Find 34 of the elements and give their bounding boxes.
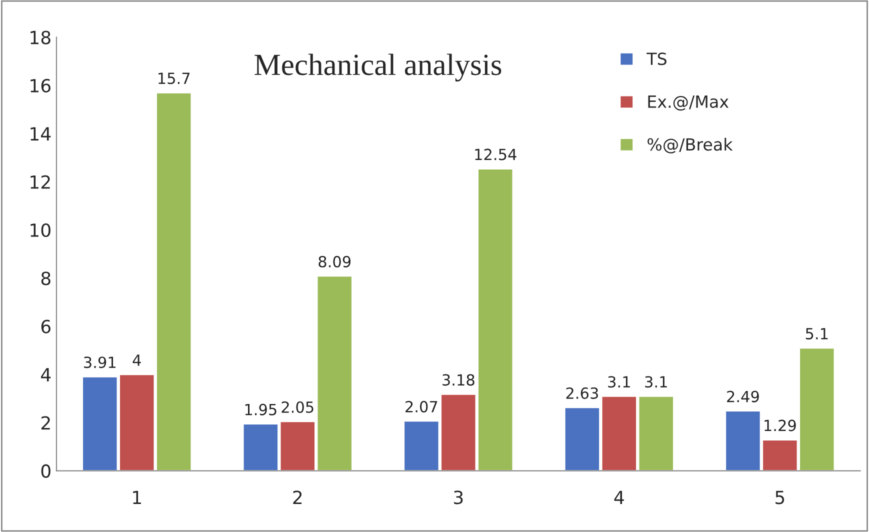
data-label: 2.05 [282,401,314,413]
data-label: 8.09 [318,256,351,268]
y-tick-label: 8 [41,272,50,286]
data-label: 3.91 [84,356,116,368]
data-label: 1.95 [245,404,276,416]
data-label: 5.1 [806,328,828,340]
x-tick-label: 3 [454,490,463,504]
x-tick-label: 2 [293,490,302,504]
chart-title: Mechanical analysis [254,54,502,82]
y-tick-label: 18 [30,30,50,44]
y-tick-label: 6 [41,320,50,334]
x-tick-label: 1 [133,490,141,504]
legend-label: %@/Break [648,138,733,154]
data-label: 2.63 [566,387,598,399]
data-label: 15.7 [158,72,190,84]
y-tick-label: 4 [41,368,51,382]
data-label: 3.1 [608,376,630,388]
y-tick-label: 14 [30,127,51,140]
x-tick-label: 5 [776,490,784,504]
data-label: 12.54 [475,148,516,160]
data-label: 3.1 [645,376,667,388]
legend-label: TS [646,52,666,66]
data-label: 1.29 [764,420,796,432]
y-tick-label: 10 [30,223,50,238]
data-label: 2.07 [406,400,438,412]
data-label: 3.18 [442,374,474,386]
y-tick-label: 0 [41,464,50,478]
y-tick-label: 16 [30,78,50,93]
y-tick-label: 12 [30,175,50,189]
x-tick-label: 4 [614,490,624,504]
y-tick-label: 2 [41,416,50,430]
legend-label: Ex.@/Max [648,96,729,111]
data-label: 2.49 [727,390,759,402]
data-label: 4 [132,354,141,366]
